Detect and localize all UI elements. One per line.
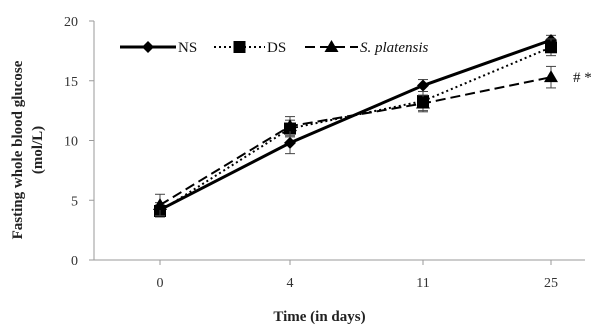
legend-marker [233, 41, 246, 53]
data-point [283, 119, 297, 132]
series-line [159, 38, 552, 212]
x-tick-label: 11 [416, 276, 429, 291]
data-point [416, 96, 430, 109]
x-tick-label: 0 [157, 276, 164, 291]
legend-item: S. platensis [305, 40, 428, 56]
y-tick-labels: 0 5 10 15 20 [64, 15, 78, 269]
series-ds [154, 38, 557, 218]
data-point [544, 70, 558, 83]
x-tick-labels: 0 4 11 25 [157, 276, 559, 291]
significance-annotation: # * [573, 70, 592, 86]
x-tick-label: 4 [287, 276, 294, 291]
legend-label: S. platensis [360, 40, 428, 56]
legend-marker [324, 40, 339, 52]
y-tick-label: 20 [64, 15, 78, 30]
x-axis-title: Time (in days) [273, 309, 365, 325]
y-axis-title-line1: Fasting whole blood glucose [10, 60, 26, 239]
data-point [153, 198, 167, 211]
legend: NS DS S. platensis [120, 40, 428, 56]
data-point [417, 79, 429, 92]
series-ns [154, 34, 557, 218]
y-tick-label: 10 [64, 135, 78, 150]
axes [89, 20, 585, 265]
y-tick-label: 5 [71, 194, 78, 209]
data-point [545, 41, 557, 54]
y-tick-label: 15 [64, 75, 78, 90]
series-s-platensis [153, 65, 558, 217]
x-tick-label: 25 [544, 276, 558, 291]
series-layer [153, 34, 558, 218]
data-point [284, 136, 296, 149]
legend-label: NS [178, 40, 197, 56]
y-tick-label: 0 [71, 254, 78, 269]
series-line [159, 46, 552, 212]
legend-item: DS [214, 40, 286, 56]
series-line [159, 76, 552, 206]
y-axis-title-line2: (mol/L) [30, 126, 46, 174]
legend-label: DS [267, 40, 286, 56]
y-axis-title: Fasting whole blood glucose (mol/L) [10, 60, 46, 239]
legend-item: NS [120, 40, 197, 56]
legend-marker [142, 41, 154, 53]
